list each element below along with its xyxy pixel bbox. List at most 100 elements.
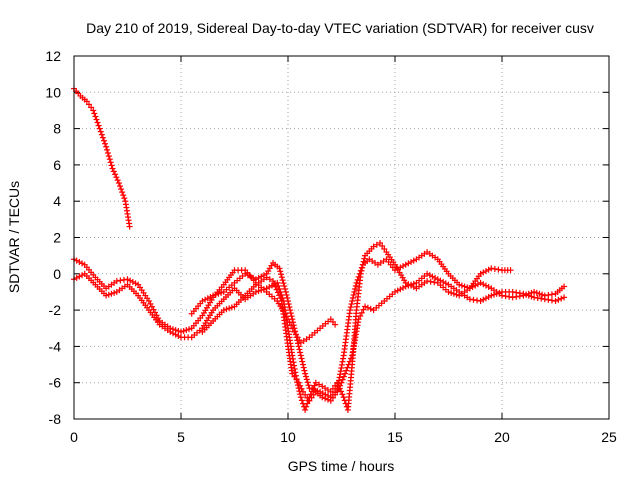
data-point [247, 273, 254, 280]
data-point [470, 296, 477, 303]
data-point [450, 290, 457, 297]
series-track-1 [71, 85, 133, 230]
data-point [278, 274, 285, 281]
data-point [364, 304, 371, 311]
data-point [536, 290, 543, 297]
data-point [127, 277, 134, 284]
x-tick-label: 0 [70, 429, 78, 445]
data-point [124, 276, 131, 283]
data-point [400, 263, 407, 270]
data-point [437, 277, 444, 284]
data-point [312, 379, 319, 386]
data-point [533, 289, 540, 296]
data-point [73, 274, 80, 281]
data-point [260, 286, 267, 293]
data-point [252, 288, 259, 295]
data-point [429, 273, 436, 280]
data-point [288, 313, 295, 320]
data-point [281, 283, 288, 290]
y-tick-label: -2 [49, 302, 62, 318]
data-point [456, 281, 463, 288]
data-point [477, 270, 484, 277]
data-point [85, 101, 92, 108]
data-point [520, 290, 527, 297]
data-point [482, 295, 489, 302]
data-point [117, 277, 124, 284]
x-tick-label: 25 [601, 429, 617, 445]
data-point [301, 367, 308, 374]
data-point [302, 406, 309, 413]
data-point [332, 321, 339, 328]
data-point [477, 298, 484, 305]
data-point [410, 257, 417, 264]
data-point [104, 146, 111, 153]
data-point [73, 257, 80, 264]
data-point [118, 186, 125, 193]
data-point [293, 334, 300, 341]
data-point [426, 272, 433, 279]
data-point [258, 287, 265, 294]
data-point [93, 116, 100, 123]
grid [74, 56, 609, 419]
data-point [541, 296, 548, 303]
data-point [548, 297, 555, 304]
data-point [346, 358, 353, 365]
data-point [272, 283, 279, 290]
data-point [431, 279, 438, 286]
data-point [100, 137, 107, 144]
data-point [112, 171, 119, 178]
data-point [299, 358, 306, 365]
data-point [300, 364, 307, 371]
data-point [274, 279, 281, 286]
data-point [289, 319, 296, 326]
y-tick-label: 0 [53, 266, 61, 282]
data-point [334, 388, 341, 395]
data-point [294, 340, 301, 347]
data-point [440, 278, 447, 285]
data-point [175, 332, 182, 339]
data-point [339, 391, 346, 398]
data-point [291, 373, 298, 380]
data-point [310, 391, 317, 398]
data-point [294, 337, 301, 344]
y-tick-label: 2 [53, 230, 61, 246]
data-point [276, 292, 283, 299]
data-point [392, 267, 398, 274]
data-point [299, 388, 306, 395]
data-point [308, 394, 315, 401]
x-tick-label: 5 [177, 429, 185, 445]
data-point [353, 279, 360, 286]
data-point [295, 343, 302, 350]
data-point [305, 382, 312, 389]
data-point [226, 305, 233, 312]
data-point [338, 379, 345, 386]
data-point [355, 316, 362, 323]
data-point [287, 310, 294, 317]
data-point [296, 346, 303, 353]
data-point [485, 283, 492, 290]
data-point [274, 289, 281, 296]
data-point [555, 296, 562, 303]
data-point [394, 287, 401, 294]
data-point [298, 397, 305, 404]
data-point [367, 305, 374, 312]
data-point [480, 296, 487, 303]
data-point [119, 189, 126, 196]
data-point [362, 303, 369, 310]
data-point [474, 297, 481, 304]
data-point [558, 295, 565, 302]
data-point [335, 385, 342, 392]
data-point [302, 391, 309, 398]
data-point [490, 291, 497, 298]
data-point [291, 325, 298, 332]
data-point [285, 298, 291, 305]
data-point [218, 289, 225, 296]
data-point [303, 376, 310, 383]
data-point [397, 264, 404, 271]
series-track-2 [71, 256, 339, 346]
data-point [292, 369, 299, 376]
data-point [458, 282, 465, 289]
data-point [332, 391, 339, 398]
plot-frame [73, 55, 610, 420]
